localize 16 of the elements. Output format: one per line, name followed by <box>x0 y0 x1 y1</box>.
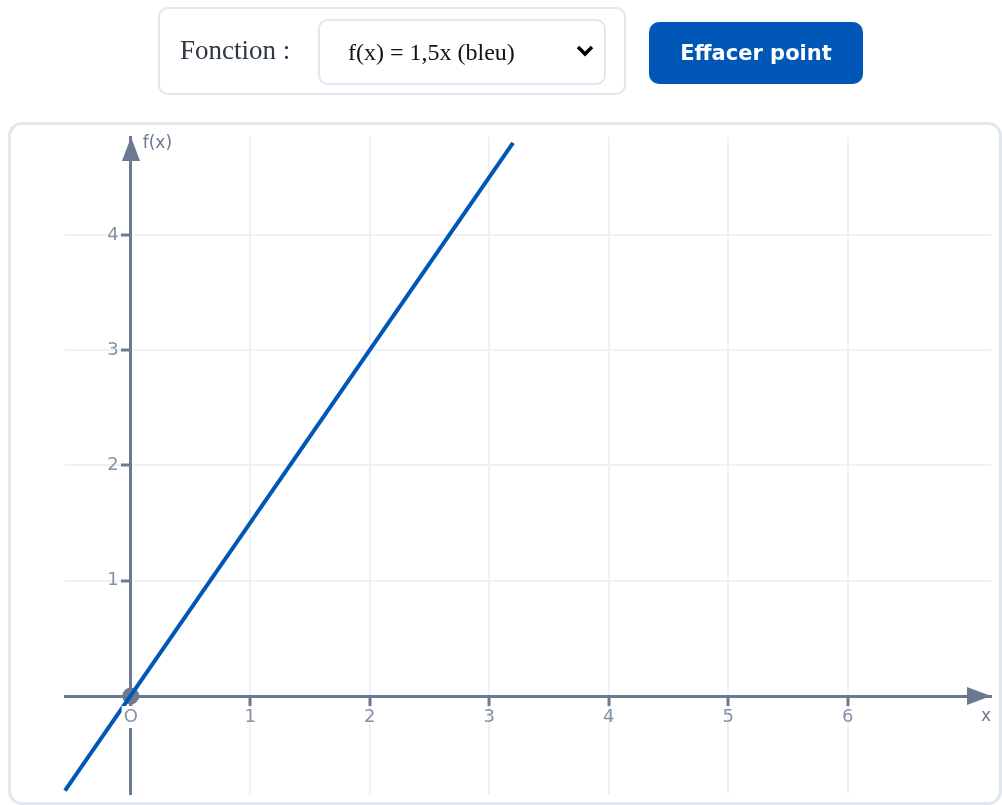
text: f(x) = 1,5x (bleu) <box>348 39 515 65</box>
x-tick-label: O <box>123 704 138 726</box>
x-tick-label: 6 <box>841 704 854 726</box>
text: Fonction : <box>180 35 291 66</box>
x-tick-label: 5 <box>722 704 734 726</box>
x-tick-label: 4 <box>602 704 615 726</box>
x-tick-label: 2 <box>363 704 376 726</box>
y-tick-label: 2 <box>107 453 119 475</box>
x-axis-title: x <box>980 704 991 725</box>
y-tick-label: 3 <box>107 337 119 359</box>
y-tick-label: 1 <box>107 568 119 590</box>
x-tick-label: 3 <box>483 704 495 726</box>
y-tick-label: 4 <box>107 222 119 244</box>
x-tick-label: 1 <box>244 704 256 726</box>
text: Effacer point <box>649 22 863 84</box>
y-axis-title: f(x) <box>142 131 173 152</box>
